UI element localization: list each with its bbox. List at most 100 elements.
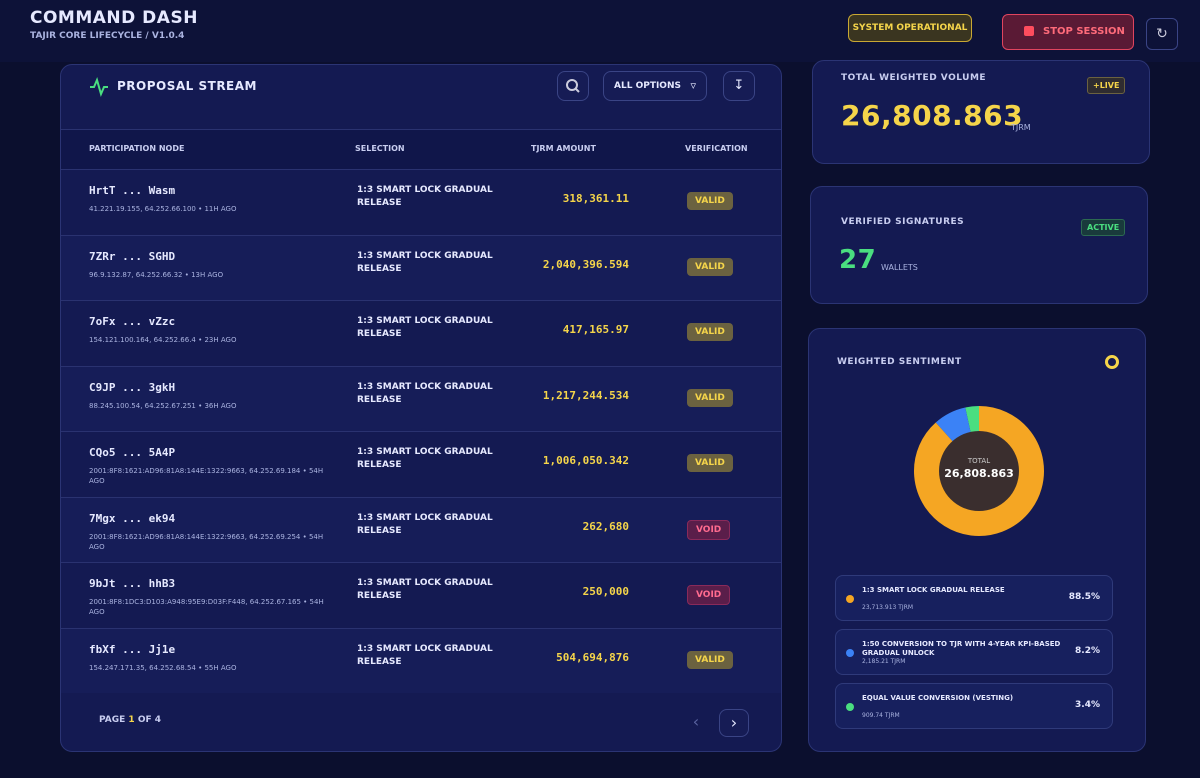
table-header: PARTICIPATION NODE SELECTION TJRM AMOUNT VE… — [61, 129, 781, 169]
legend-name: 1:3 SMART LOCK GRADUAL RELEASE — [862, 586, 1005, 594]
donut-hole — [939, 431, 1019, 511]
node-meta: 88.245.100.54, 64.252.67.251 • 36H AGO — [89, 401, 237, 410]
panel-title: PROPOSAL STREAM — [117, 79, 257, 93]
app-subtitle: TAJIR CORE LIFECYCLE / V1.0.4 — [30, 31, 185, 41]
table-row[interactable]: 9bJt ... hhB3 2001:8F8:1DC3:D103:A948:95E… — [61, 562, 781, 628]
table-row[interactable]: C9JP ... 3gkH 88.245.100.54, 64.252.67.25… — [61, 365, 781, 431]
donut-segment — [914, 406, 1044, 536]
node-id: 9bJt ... hhB3 — [89, 577, 176, 590]
table-row[interactable]: 7oFx ... vZzc 154.121.100.164, 64.252.66.… — [61, 300, 781, 366]
page-prefix: PAGE — [99, 715, 126, 725]
amount: 318,361.11 — [562, 192, 629, 205]
legend-dot — [846, 595, 854, 603]
node-meta: 2001:8F8:1DC3:D103:A948:95E9:D03F:F448, … — [89, 598, 324, 616]
filter-label: ALL OPTIONS — [614, 81, 681, 91]
node-meta: 154.121.100.164, 64.252.66.4 • 23H AGO — [89, 336, 237, 344]
next-page-button[interactable]: › — [719, 709, 749, 737]
node-id: CQo5 ... 5A4P — [89, 446, 176, 459]
verification-badge: VALID — [687, 192, 733, 210]
donut-chart: TOTAL 26,808.863 — [914, 406, 1044, 536]
volume-unit: TJRM — [1011, 123, 1031, 132]
legend-item: 1:3 SMART LOCK GRADUAL RELEASE 23,713.913… — [835, 575, 1113, 621]
node-meta: 2001:8F8:1621:AD96:81A8:144E:1322:9663, … — [89, 467, 324, 485]
pie-icon — [1105, 355, 1119, 369]
node-meta: 154.247.171.35, 64.252.68.54 • 55H AGO — [89, 663, 237, 672]
signatures-label: VERIFIED SIGNATURES — [841, 217, 965, 227]
verification-badge: VALID — [687, 388, 733, 407]
proposal-stream-panel: PROPOSAL STREAM ALL OPTIONS ▿ ↧ PARTICIPA… — [60, 64, 782, 752]
node-id: HrtT ... Wasm — [89, 184, 176, 197]
donut-center-label: TOTAL — [967, 457, 990, 465]
table-row[interactable]: fbXf ... Jj1e 154.247.171.35, 64.252.68.5… — [61, 627, 781, 693]
table-row[interactable]: 7Mgx ... ek94 2001:8F8:1621:AD96:81A8:144… — [61, 496, 781, 562]
node-id: C9JP ... 3gkH — [89, 380, 176, 394]
volume-label: TOTAL WEIGHTED VOLUME — [841, 73, 987, 83]
sentiment-title: WEIGHTED SENTIMENT — [837, 357, 962, 367]
legend-amount: 909.74 TJRM — [862, 712, 900, 719]
selection: 1:3 SMART LOCK GRADUAL RELEASE — [357, 381, 493, 405]
selection: 1:3 SMART LOCK GRADUAL RELEASE — [357, 447, 493, 470]
legend-percent: 3.4% — [1075, 700, 1100, 710]
column-header: SELECTION — [355, 144, 405, 153]
verification-badge: VALID — [687, 650, 733, 669]
pulse-icon — [90, 77, 108, 97]
amount: 262,680 — [582, 519, 629, 533]
donut-segment — [965, 406, 980, 433]
verification-badge: VALID — [687, 323, 733, 341]
volume-card: TOTAL WEIGHTED VOLUME +LIVE 26,808.863 T… — [812, 60, 1150, 164]
download-button[interactable]: ↧ — [723, 71, 755, 101]
selection: 1:3 SMART LOCK GRADUAL RELEASE — [357, 643, 493, 667]
amount: 417,165.97 — [562, 323, 629, 336]
node-id: fbXf ... Jj1e — [89, 642, 176, 656]
node-id: 7oFx ... vZzc — [89, 315, 176, 328]
amount: 250,000 — [582, 585, 629, 598]
node-meta: 2001:8F8:1621:AD96:81A8:144E:1322:9663, … — [89, 532, 324, 551]
legend-dot — [846, 649, 854, 657]
volume-value: 26,808.863 — [841, 99, 1024, 132]
amount: 2,040,396.594 — [542, 257, 629, 271]
legend-percent: 8.2% — [1075, 646, 1100, 656]
legend-amount: 23,713.913 TJRM — [862, 604, 914, 611]
column-header: TJRM AMOUNT — [531, 144, 596, 153]
verification-badge: VALID — [687, 257, 733, 276]
amount: 1,217,244.534 — [542, 388, 629, 402]
pagination-text: PAGE 1 OF 4 — [99, 715, 161, 725]
selection: 1:3 SMART LOCK GRADUAL RELEASE — [357, 250, 493, 274]
signatures-card: VERIFIED SIGNATURES ACTIVE 27 WALLETS — [810, 186, 1148, 304]
donut-center-value: 26,808.863 — [944, 467, 1014, 480]
sentiment-card: WEIGHTED SENTIMENT TOTAL 26,808.863 1:3 … — [808, 328, 1146, 752]
column-header: VERIFICATION — [685, 144, 748, 153]
refresh-button[interactable]: ↻ — [1146, 18, 1178, 50]
filter-dropdown[interactable]: ALL OPTIONS ▿ — [603, 71, 707, 101]
live-badge: +LIVE — [1087, 77, 1126, 94]
top-bar: COMMAND DASH TAJIR CORE LIFECYCLE / V1.0… — [0, 0, 1200, 62]
node-meta: 41.221.19.155, 64.252.66.100 • 11H AGO — [89, 205, 237, 213]
table-row[interactable]: HrtT ... Wasm 41.221.19.155, 64.252.66.10… — [61, 169, 781, 235]
search-button[interactable] — [557, 71, 589, 101]
donut-segment — [935, 407, 972, 443]
legend-name: EQUAL VALUE CONVERSION (VESTING) — [862, 694, 1014, 702]
legend-percent: 88.5% — [1068, 592, 1100, 602]
amount: 504,694,876 — [556, 650, 629, 664]
legend-name: 1:50 CONVERSION TO TJR WITH 4-YEAR KPI-B… — [862, 640, 1061, 657]
stop-session-button[interactable]: STOP SESSION — [1002, 14, 1134, 50]
legend-dot — [846, 703, 854, 711]
table-row[interactable]: 7ZRr ... SGHD 96.9.132.87, 64.252.66.32 •… — [61, 234, 781, 300]
node-id: 7ZRr ... SGHD — [89, 249, 176, 263]
verification-badge: VOID — [687, 519, 731, 540]
app-title: COMMAND DASH — [30, 8, 198, 28]
page-suffix: OF 4 — [137, 715, 162, 725]
legend-item: 1:50 CONVERSION TO TJR WITH 4-YEAR KPI-B… — [835, 629, 1113, 675]
table-row[interactable]: CQo5 ... 5A4P 2001:8F8:1621:AD96:81A8:144… — [61, 431, 781, 497]
legend-item: EQUAL VALUE CONVERSION (VESTING) 909.74 T… — [835, 683, 1113, 729]
signatures-value: 27 — [839, 245, 877, 275]
verification-badge: VOID — [687, 585, 731, 605]
prev-page-button[interactable]: ‹ — [692, 712, 700, 731]
node-id: 7Mgx ... ek94 — [89, 511, 176, 525]
selection: 1:3 SMART LOCK GRADUAL RELEASE — [357, 578, 493, 601]
search-icon — [566, 79, 580, 93]
active-badge: ACTIVE — [1081, 219, 1126, 236]
amount: 1,006,050.342 — [542, 454, 629, 467]
page-current: 1 — [128, 715, 135, 725]
